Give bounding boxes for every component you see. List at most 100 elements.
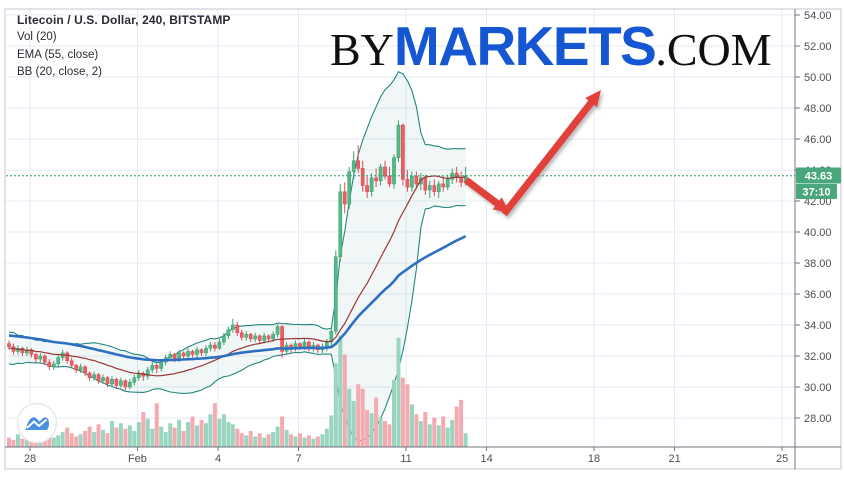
volume-bar: [311, 438, 316, 447]
candle: [235, 321, 240, 336]
candle: [338, 183, 343, 262]
volume-bar: [168, 423, 173, 447]
logo-suffix: .COM: [655, 24, 772, 75]
trend-forecast-arrow: [463, 90, 601, 217]
volume-bar: [450, 419, 455, 447]
volume-bar: [69, 433, 74, 447]
candle: [396, 120, 401, 163]
volume-bar: [463, 433, 468, 447]
price-axis-label: 28.00: [804, 413, 832, 425]
volume-bar: [132, 431, 137, 447]
legend: Litecoin / U.S. Dollar, 240, BITSTAMP Vo…: [17, 11, 231, 82]
volume-bar: [127, 425, 132, 447]
price-axis-label: 50.00: [804, 72, 832, 84]
volume-bar: [298, 433, 302, 447]
volume-bar: [306, 435, 311, 447]
candle: [266, 334, 271, 343]
candle: [38, 352, 43, 363]
volume-bar: [441, 416, 446, 447]
volume-bar: [351, 401, 356, 447]
candle: [119, 377, 123, 388]
volume-bar: [96, 424, 101, 447]
indicator-volume-label[interactable]: Vol (20): [17, 31, 57, 43]
symbol-title[interactable]: Litecoin / U.S. Dollar, 240, BITSTAMP: [17, 13, 231, 27]
candle: [365, 176, 369, 198]
volume-bar: [136, 422, 141, 447]
candle: [123, 379, 128, 391]
candle: [262, 332, 267, 344]
candle: [275, 324, 280, 338]
volume-bar: [347, 388, 352, 447]
price-axis-label: 30.00: [804, 382, 832, 394]
volume-bar: [208, 414, 213, 447]
indicator-ema-label[interactable]: EMA (55, close): [17, 48, 99, 61]
price-axis-label: 40.00: [804, 227, 832, 239]
bb-basis-line: [8, 175, 466, 377]
volume-bar: [257, 433, 262, 447]
candle: [333, 250, 338, 335]
candle: [65, 351, 70, 364]
candle: [110, 376, 114, 387]
volume-bar: [141, 412, 146, 447]
volume-bar: [284, 429, 289, 447]
volume-bar: [248, 431, 253, 447]
volume-bar: [356, 384, 361, 447]
candle: [342, 182, 347, 214]
candle: [253, 332, 258, 343]
volume-bar: [172, 427, 177, 447]
candle: [414, 171, 419, 189]
volume-bar: [400, 377, 405, 447]
chart-border: [4, 8, 842, 470]
volume-bar: [383, 421, 387, 447]
price-axis-label: 38.00: [804, 258, 832, 270]
volume-bar: [74, 436, 79, 447]
volume-bar: [454, 406, 459, 447]
price-axis-label: 52.00: [804, 41, 832, 53]
candle: [208, 342, 213, 352]
candle: [374, 168, 378, 188]
volume-bar: [114, 427, 119, 447]
arrow-shaft: [501, 97, 597, 217]
candle: [186, 348, 190, 360]
candle: [436, 180, 441, 198]
volume-bar: [177, 419, 182, 447]
ema-line: [8, 235, 467, 362]
volume-bar: [333, 363, 338, 447]
candle: [47, 359, 52, 370]
logo-prefix: BY: [330, 24, 394, 75]
volume-bar: [65, 427, 70, 447]
candle: [356, 145, 361, 174]
candle: [248, 332, 253, 343]
volume-bar: [418, 421, 423, 447]
candle: [92, 371, 96, 381]
volume-bar: [226, 422, 231, 447]
volume-bar: [378, 417, 383, 447]
candle: [369, 173, 374, 197]
volume-bar: [392, 379, 396, 447]
price-axis-label: 32.00: [804, 351, 832, 363]
logo-brand: MARKETS: [393, 15, 657, 77]
volume-bar: [16, 434, 20, 447]
candle: [145, 366, 150, 380]
volume-bar: [271, 432, 276, 447]
volume-bar: [118, 423, 123, 447]
candle: [401, 123, 405, 186]
volume-bar: [87, 426, 92, 447]
bymarkets-watermark-icon: [16, 402, 58, 444]
indicator-bb-label[interactable]: BB (20, close, 2): [17, 66, 103, 78]
time-axis-label: 11: [400, 453, 411, 465]
time-axis-label: 25: [776, 453, 788, 465]
candle: [190, 349, 195, 358]
volume-bar: [60, 432, 65, 447]
volume-bar: [369, 413, 374, 447]
price-axis-label: 54.00: [804, 10, 832, 22]
volume-bar: [409, 404, 414, 447]
candle: [204, 345, 208, 356]
candle: [378, 163, 383, 186]
volume-bar: [235, 428, 240, 447]
candle: [83, 365, 87, 377]
bymarkets-logo: BY MARKETS .COM: [330, 14, 772, 78]
price-axis-label: 34.00: [804, 320, 832, 332]
time-axis-label: 14: [480, 453, 492, 465]
